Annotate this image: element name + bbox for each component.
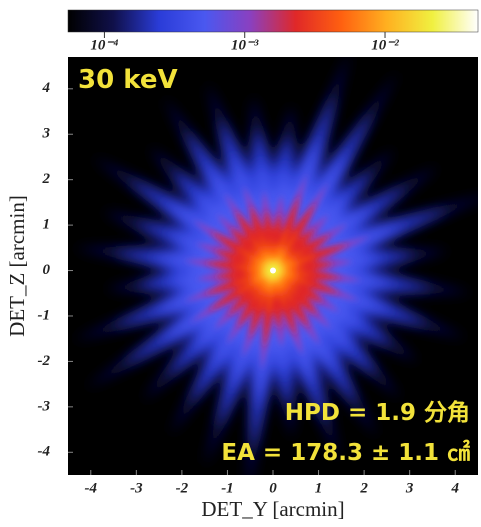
y-tick-label: -2 (38, 353, 51, 369)
y-tick-label: 0 (43, 262, 51, 278)
x-tick-label: -3 (130, 480, 143, 496)
x-tick-label: 2 (359, 480, 368, 496)
x-tick-label: -1 (221, 480, 234, 496)
annotation: 30 keV (78, 65, 178, 95)
chart: DET_Y [arcmin] DET_Z [arcmin] 10⁻⁴10⁻³10… (0, 0, 481, 527)
x-tick-label: -4 (85, 480, 98, 496)
annotation: EA = 178.3 ± 1.1 ㎠ (221, 439, 470, 466)
y-tick-label: 2 (42, 171, 51, 187)
x-tick-label: -2 (176, 480, 189, 496)
y-tick-label: -3 (38, 398, 51, 414)
y-axis-label: DET_Z [arcmin] (5, 195, 29, 337)
y-tick-label: -4 (38, 444, 51, 460)
x-tick-label: 3 (405, 480, 414, 496)
colorbar-tick-label: 10⁻⁴ (90, 37, 118, 53)
y-tick-label: -1 (38, 307, 51, 323)
colorbar (68, 10, 478, 32)
x-tick-label: 4 (450, 480, 459, 496)
colorbar-tick-label: 10⁻² (371, 37, 399, 53)
x-tick-label: 1 (315, 480, 323, 496)
y-tick-label: 3 (42, 126, 51, 142)
x-axis-label: DET_Y [arcmin] (201, 497, 344, 521)
annotation: HPD = 1.9 分角 (285, 399, 470, 426)
colorbar-tick-label: 10⁻³ (231, 37, 259, 53)
y-tick-label: 4 (42, 80, 51, 96)
y-tick-label: 1 (43, 217, 51, 233)
psf-core (270, 268, 276, 274)
x-tick-label: 0 (269, 480, 277, 496)
